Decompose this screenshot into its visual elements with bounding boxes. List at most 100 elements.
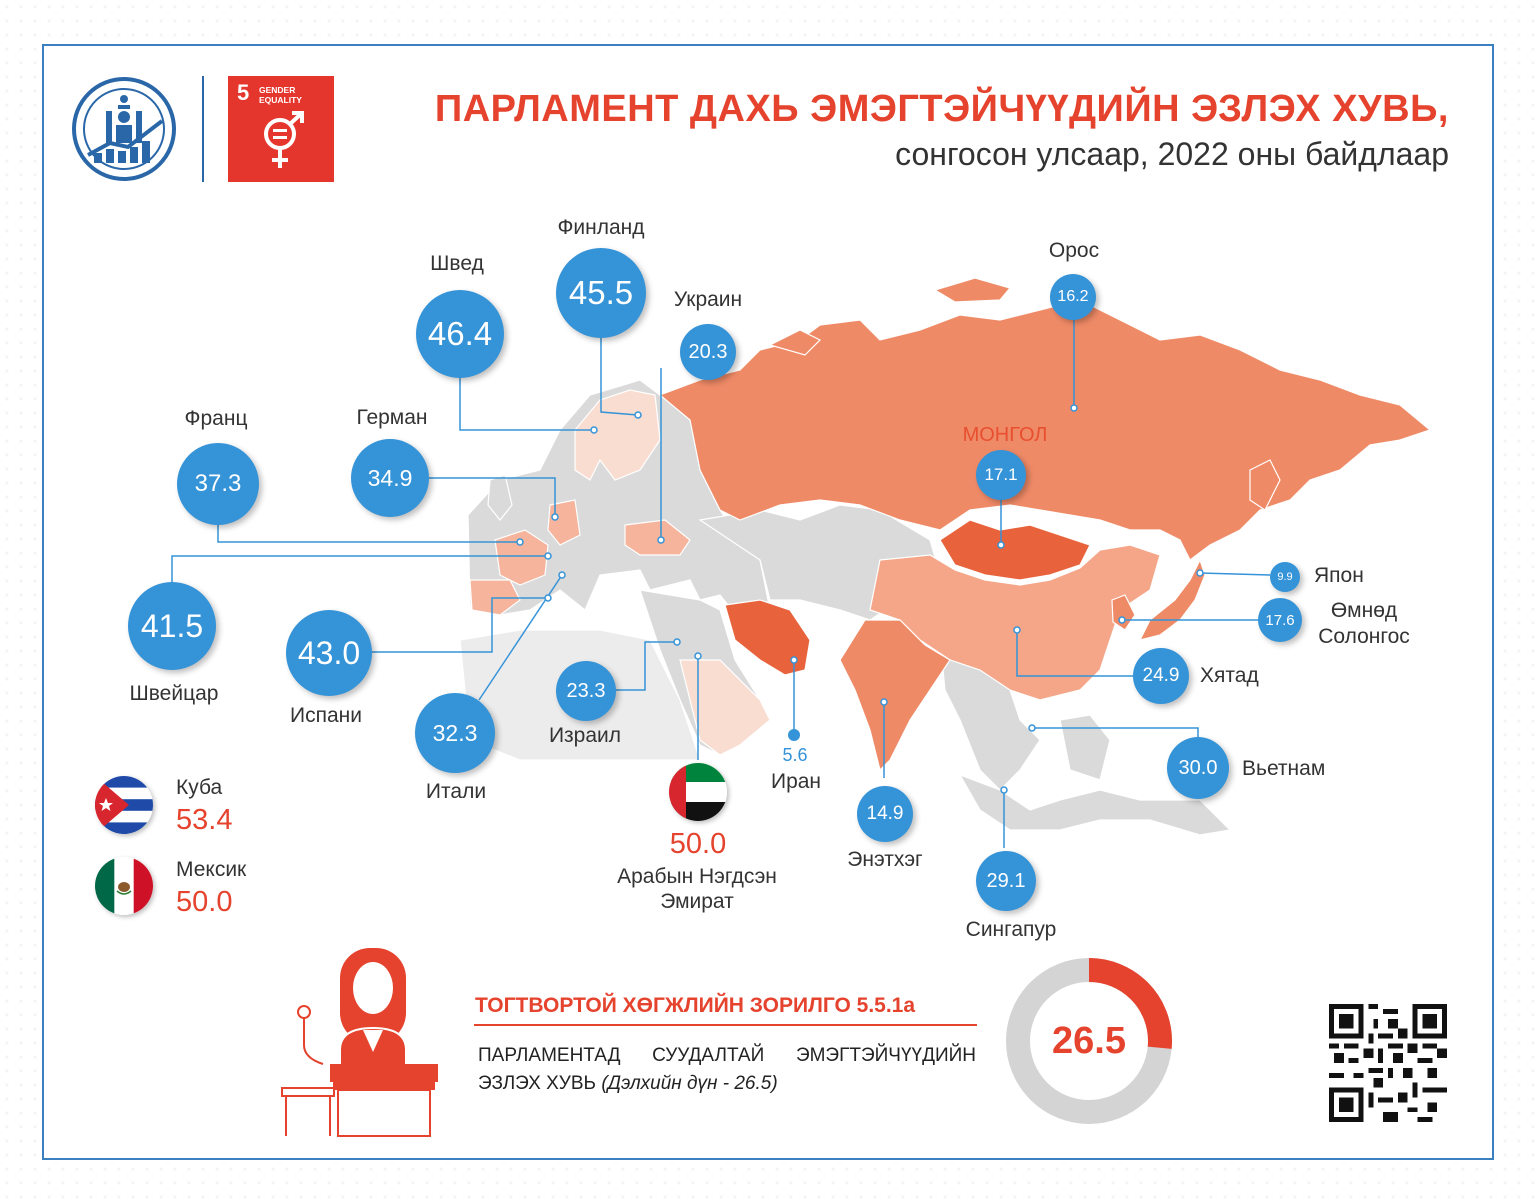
bubble-russia: 16.2 <box>1050 274 1096 320</box>
bubble-france: 37.3 <box>177 443 259 525</box>
land-mongolia <box>939 519 1091 581</box>
qr-code-icon[interactable] <box>1328 1004 1448 1122</box>
bubble-sweden: 46.4 <box>416 290 504 378</box>
leader-switzerland <box>171 555 548 585</box>
label-germany: Герман <box>356 406 428 429</box>
dot-israel <box>673 638 681 646</box>
bubble-india: 14.9 <box>857 786 913 842</box>
dot-uae <box>694 652 702 660</box>
goal-note: (Дэлхийн дүн - 26.5) <box>601 1073 778 1094</box>
world-share-value: 26.5 <box>1052 1020 1126 1062</box>
bubble-ukraine: 20.3 <box>680 324 736 380</box>
goal-underline <box>474 1024 977 1026</box>
label-iran: Иран <box>770 770 822 793</box>
label-russia: Орос <box>1048 239 1100 262</box>
bubble-germany: 34.9 <box>351 439 429 517</box>
bubble-china: 24.9 <box>1133 648 1189 704</box>
dot-india <box>880 698 888 706</box>
label-south-korea-line1: Өмнөд <box>1330 599 1398 622</box>
bubble-finland: 45.5 <box>556 248 646 338</box>
goal-title: ТОГТВОРТОЙ ХӨГЖЛИЙН ЗОРИЛГО 5.5.1а <box>475 994 916 1017</box>
dot-japan <box>1196 569 1204 577</box>
label-spain: Испани <box>290 704 362 727</box>
sdg-5-badge: 5 GENDER EQUALITY <box>228 76 334 182</box>
land-germany <box>547 499 581 546</box>
goal-description: ПАРЛАМЕНТАД СУУДАЛТАЙ ЭМЭГТЭЙЧҮҮДИЙН ЭЗЛ… <box>478 1042 976 1098</box>
bubble-spain: 43.0 <box>286 610 372 696</box>
dot-iran <box>790 656 798 664</box>
goal-line2: ЭЗЛЭХ ХУВЬ <box>478 1073 597 1094</box>
label-france: Франц <box>184 407 248 430</box>
bubble-singapore: 29.1 <box>976 851 1036 911</box>
label-cuba: Куба <box>176 776 223 799</box>
land-russia <box>658 299 1432 561</box>
gender-equality-icon <box>264 111 304 168</box>
land-korea <box>1111 594 1136 631</box>
leader-spain <box>370 597 548 653</box>
label-india: Энэтхэг <box>847 848 923 871</box>
bubble-israel: 23.3 <box>556 661 616 721</box>
bubble-vietnam: 30.0 <box>1167 737 1229 799</box>
label-israel: Израил <box>548 724 622 747</box>
goal-line1: ПАРЛАМЕНТАД СУУДАЛТАЙ ЭМЭГТЭЙЧҮҮДИЙН <box>478 1045 976 1066</box>
label-finland: Финланд <box>557 216 645 239</box>
label-south-korea: Өмнөд Солонгос <box>1318 598 1410 650</box>
dot-sweden <box>590 426 598 434</box>
leader-dots <box>516 404 1204 794</box>
leader-japan <box>1199 572 1271 576</box>
label-ukraine: Украин <box>673 288 743 311</box>
label-mongolia: МОНГОЛ <box>962 424 1048 446</box>
leader-china <box>1016 630 1133 677</box>
label-italy: Итали <box>425 780 487 803</box>
leader-lines <box>171 314 1271 848</box>
land-philippines <box>1059 714 1111 781</box>
value-mexico: 50.0 <box>176 886 233 918</box>
leader-germany <box>429 477 556 517</box>
land-iran <box>724 599 811 676</box>
iran-marker-dot <box>788 729 800 741</box>
leader-finland <box>600 338 639 416</box>
sdg-number: 5 <box>237 80 250 105</box>
land-india <box>839 619 951 772</box>
label-vietnam: Вьетнам <box>1242 757 1326 780</box>
dot-ukraine <box>657 536 665 544</box>
label-uae-line2: Эмират <box>660 890 734 913</box>
dot-russia <box>1070 404 1078 412</box>
world-share-donut <box>1006 958 1172 1124</box>
bubble-switzerland: 41.5 <box>128 582 216 670</box>
dot-vietnam <box>1028 724 1036 732</box>
value-uae: 50.0 <box>669 828 727 860</box>
land-indonesia <box>958 773 1232 836</box>
label-china: Хятад <box>1200 664 1259 687</box>
bubble-italy: 32.3 <box>415 693 495 773</box>
bubble-mongolia: 17.1 <box>976 450 1026 500</box>
land-uk <box>487 474 513 521</box>
logo-divider <box>202 76 204 182</box>
leader-vietnam <box>1032 727 1199 737</box>
dot-china <box>1013 626 1021 634</box>
label-japan: Япон <box>1314 564 1364 587</box>
label-uae-line1: Арабын Нэгдсэн <box>617 865 777 888</box>
donut-value-arc <box>1006 958 1172 1124</box>
value-iran: 5.6 <box>782 745 808 765</box>
dot-switzerland <box>544 552 552 560</box>
bubble-japan: 9.9 <box>1270 562 1300 592</box>
label-sweden: Швед <box>430 252 484 275</box>
uae-flag-icon <box>669 763 727 821</box>
bubble-south-korea: 17.6 <box>1258 598 1302 642</box>
dot-south-korea <box>1118 616 1126 624</box>
dot-spain <box>544 594 552 602</box>
label-uae: Арабын Нэгдсэн Эмират <box>617 864 777 914</box>
dot-singapore <box>1000 786 1008 794</box>
mongolia-statistics-emblem-icon <box>72 77 176 181</box>
value-cuba: 53.4 <box>176 804 233 836</box>
sdg-label-line2: EQUALITY <box>259 95 302 105</box>
dot-france <box>516 538 524 546</box>
sdg-label: GENDER EQUALITY <box>259 85 302 105</box>
sdg-label-line1: GENDER <box>259 85 296 95</box>
woman-at-podium-icon <box>281 948 438 1137</box>
dot-germany <box>551 513 559 521</box>
label-switzerland: Швейцар <box>129 682 219 705</box>
land-russia-islands <box>768 277 1281 511</box>
land-ukraine <box>624 519 691 556</box>
